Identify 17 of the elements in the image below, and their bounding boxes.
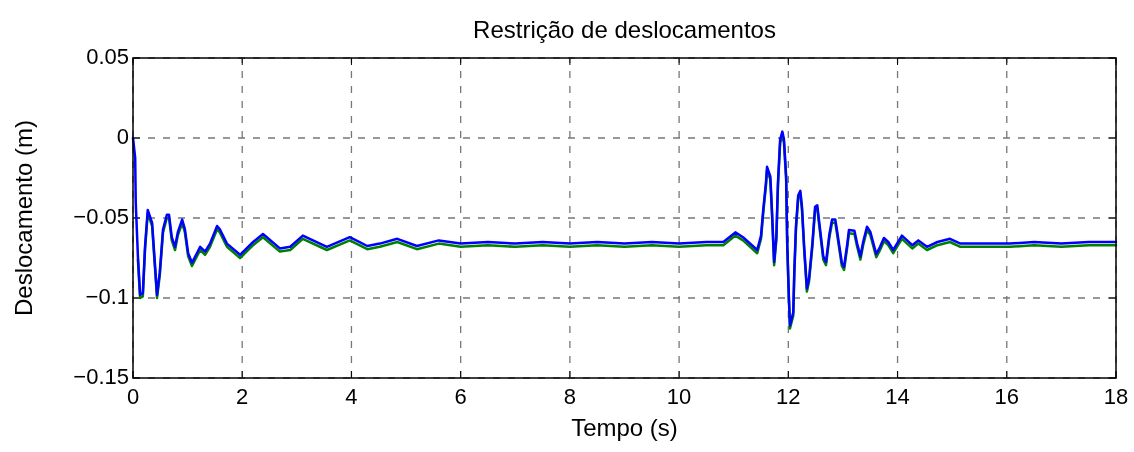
x-axis-title: Tempo (s) — [571, 414, 678, 441]
chart-title: Restrição de deslocamentos — [473, 16, 776, 43]
x-tick-label: 8 — [563, 384, 577, 409]
y-tick-label: 0.05 — [86, 44, 129, 69]
x-tick-label: 12 — [776, 384, 801, 409]
x-tick-label: 6 — [454, 384, 467, 409]
x-tick-label: 14 — [885, 384, 910, 409]
x-tick-label: 2 — [236, 384, 249, 409]
x-tick-label: 10 — [666, 384, 692, 409]
x-tick-label: 18 — [1103, 384, 1129, 409]
x-tick-label: 16 — [994, 384, 1020, 409]
y-axis-title: Deslocamento (m) — [10, 119, 37, 317]
y-tick-label: −0.05 — [73, 204, 129, 229]
y-tick-label: −0.15 — [73, 364, 129, 389]
y-tick-label: 0 — [116, 124, 129, 149]
y-tick-label: −0.1 — [85, 284, 129, 309]
x-tick-label: 4 — [345, 384, 358, 409]
